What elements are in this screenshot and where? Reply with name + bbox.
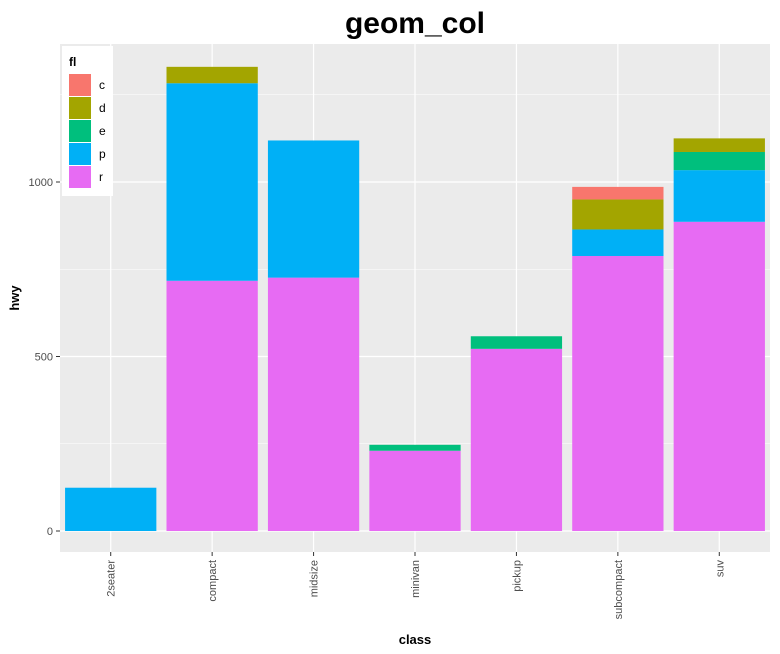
legend-label: c <box>99 78 105 92</box>
bar-segment <box>166 280 258 531</box>
y-tick-label: 1000 <box>29 177 53 189</box>
legend-swatch <box>69 97 91 119</box>
legend-swatch <box>69 143 91 165</box>
y-tick-label: 0 <box>47 526 53 538</box>
bar-segment <box>166 66 258 84</box>
bar-segment <box>166 83 258 281</box>
x-tick-label: pickup <box>511 560 523 592</box>
x-axis: 2seater compact midsize minivan pickup subcom… <box>106 552 726 619</box>
legend-label: p <box>99 147 106 161</box>
x-tick-label: compact <box>207 560 219 602</box>
bar-segment <box>65 487 157 531</box>
bar-segment <box>267 277 360 531</box>
bar-segment <box>673 138 765 152</box>
legend-label: r <box>99 170 103 184</box>
x-tick-label: minivan <box>410 560 422 598</box>
y-axis-title: hwy <box>7 285 22 311</box>
y-axis: 0 500 1000 <box>29 177 60 538</box>
x-tick-label: midsize <box>309 560 321 597</box>
bar-segment <box>673 170 765 222</box>
bar-segment <box>572 199 664 230</box>
chart-title: geom_col <box>345 7 485 40</box>
x-axis-title: class <box>399 632 432 647</box>
legend-label: e <box>99 124 106 138</box>
legend-swatch <box>69 166 91 188</box>
legend-swatch <box>69 74 91 96</box>
bar-segment <box>369 444 461 451</box>
bar-segment <box>267 140 360 278</box>
x-tick-label: 2seater <box>106 560 118 597</box>
bar-segment <box>369 450 461 531</box>
x-tick-label: suv <box>714 560 726 578</box>
bar-segment <box>470 348 563 531</box>
legend-label: d <box>99 101 106 115</box>
bar-segment <box>572 255 664 531</box>
legend-swatch <box>69 120 91 142</box>
bar-segment <box>673 151 765 171</box>
y-tick-label: 500 <box>35 352 53 364</box>
x-tick-label: subcompact <box>613 560 625 619</box>
bars <box>65 66 765 531</box>
bar-segment <box>572 186 664 200</box>
legend-title: fl <box>69 55 76 69</box>
bar-segment <box>572 229 664 256</box>
bar-segment <box>673 221 765 531</box>
bar-segment <box>470 336 563 349</box>
